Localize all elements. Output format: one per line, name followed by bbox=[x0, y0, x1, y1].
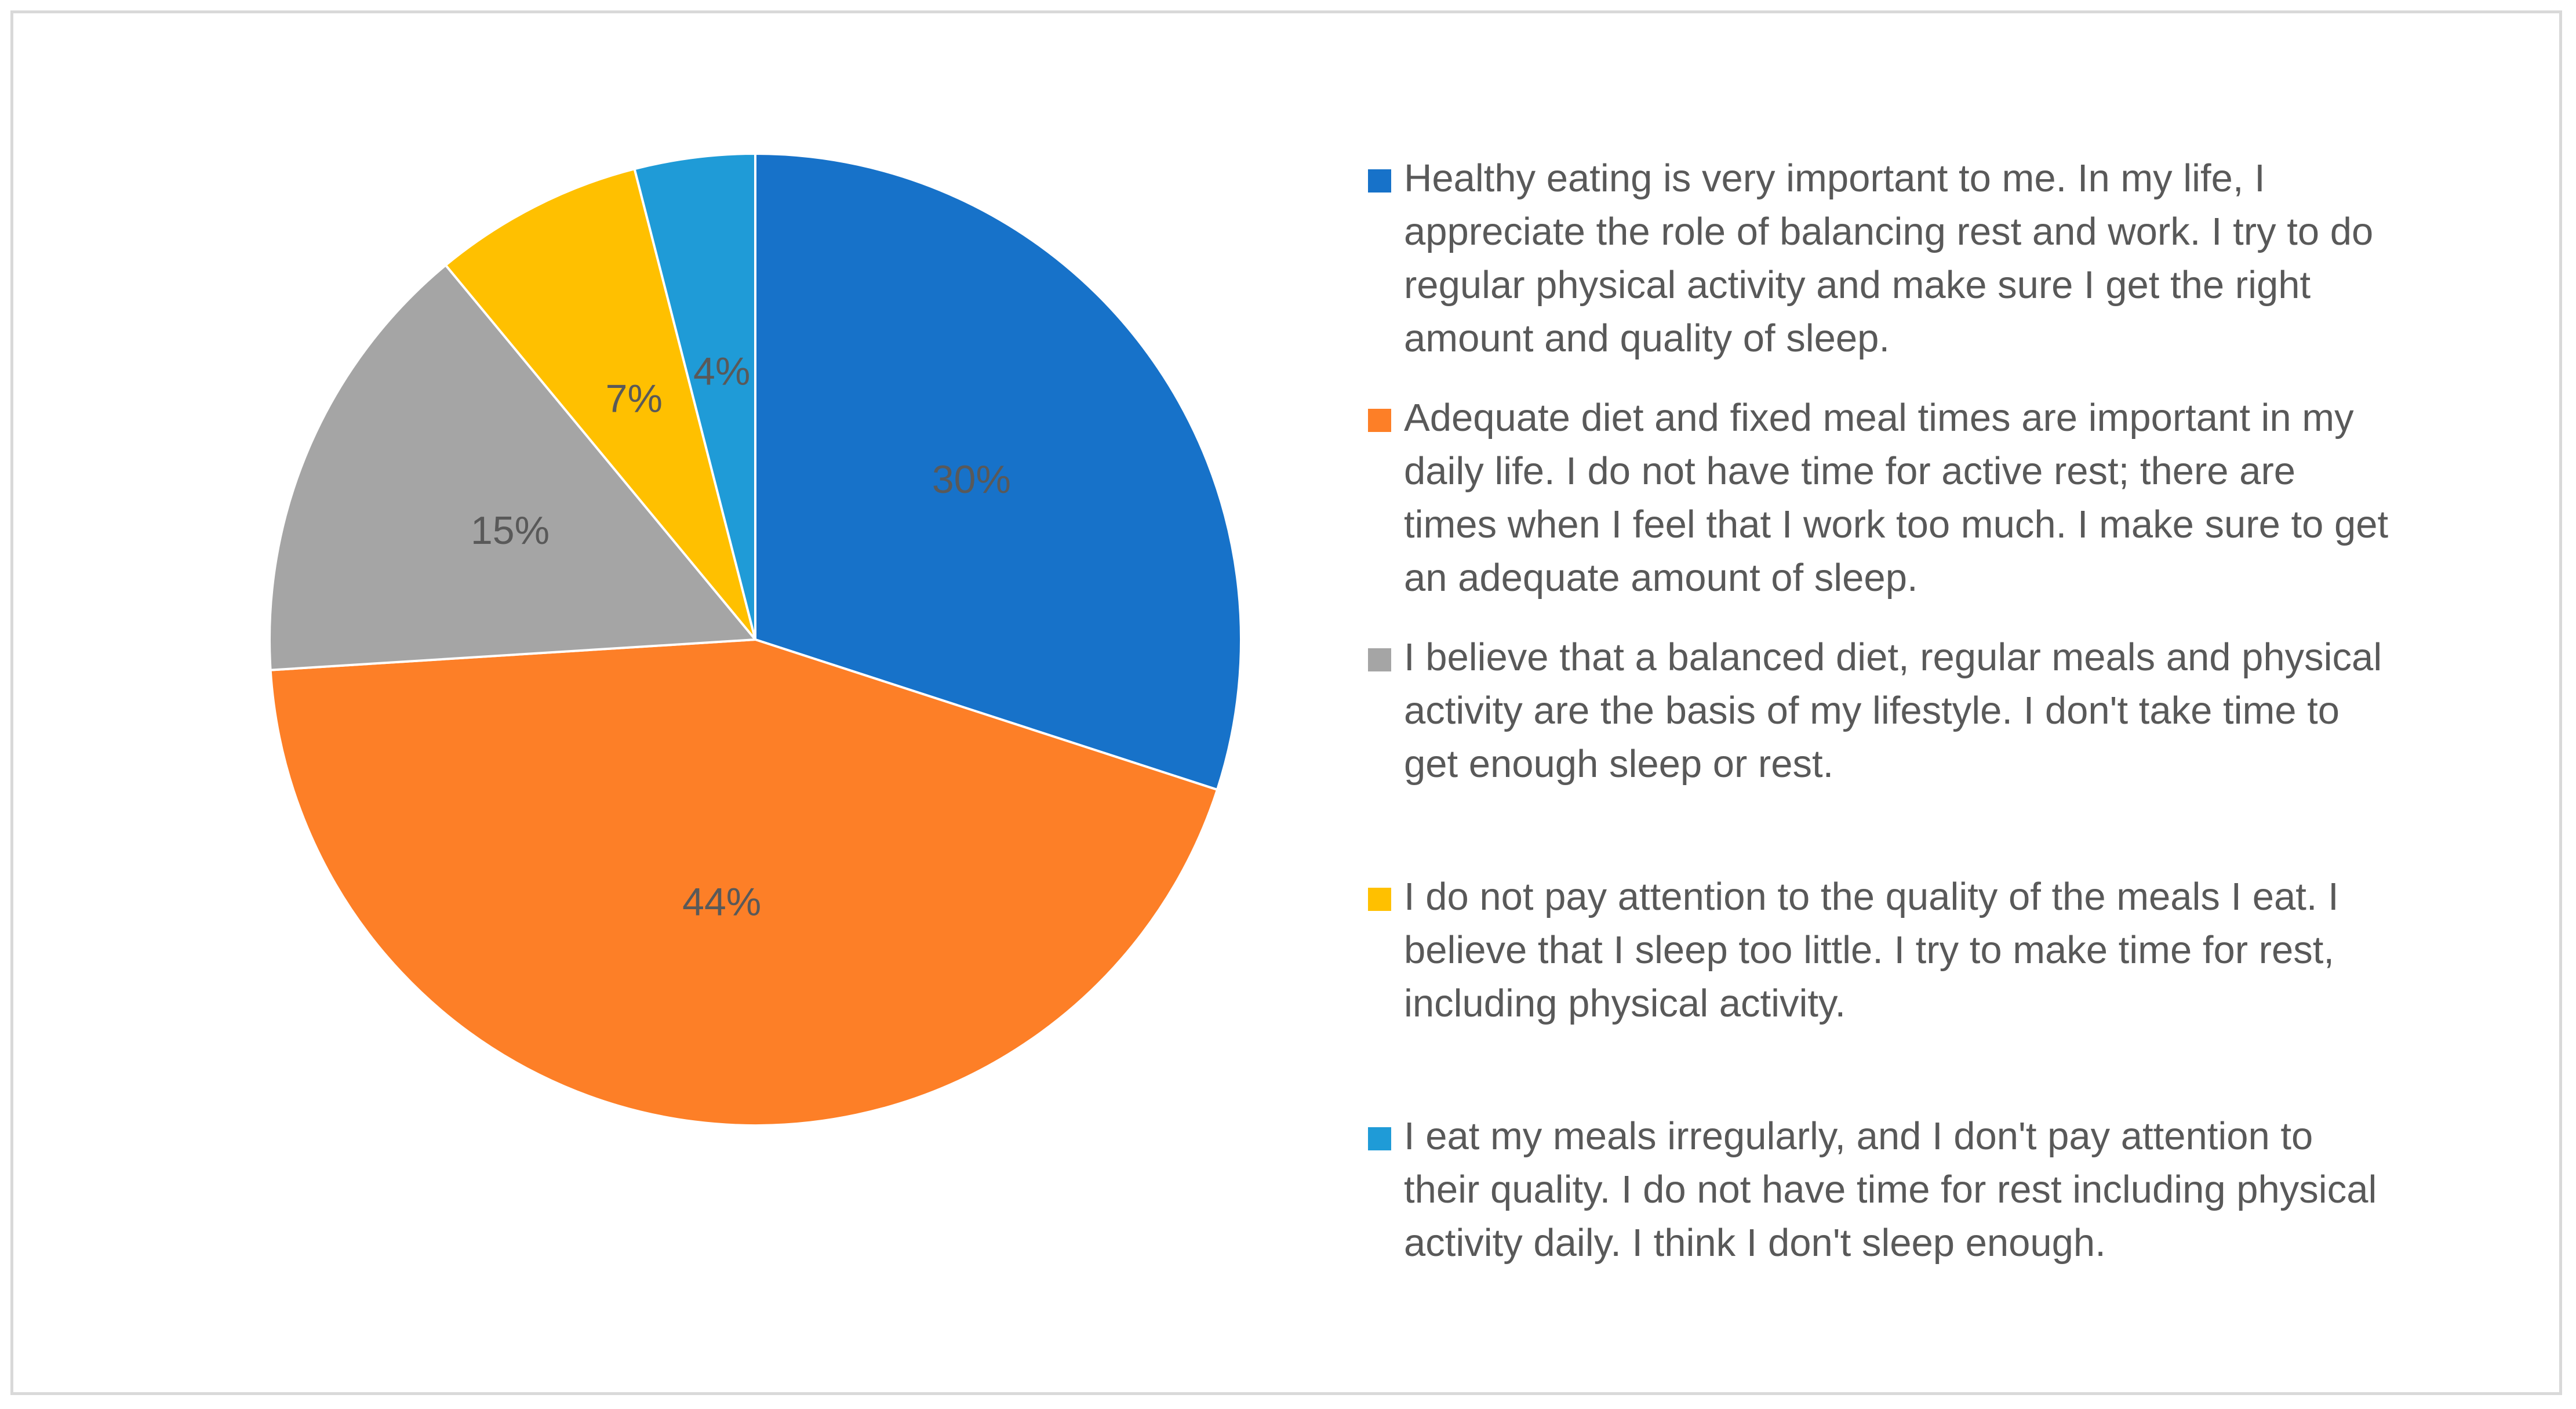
pie-slice bbox=[268, 264, 756, 671]
legend-swatch bbox=[1368, 648, 1391, 671]
pie-data-label: 4% bbox=[693, 350, 750, 394]
pie-slice bbox=[269, 638, 1218, 1127]
pie-slice bbox=[633, 152, 756, 641]
pie-slice bbox=[444, 168, 756, 641]
pie-data-labels: 30% 44% 15% 7% 4% bbox=[471, 350, 1011, 924]
pie-slice bbox=[754, 152, 1243, 791]
legend-label: Healthy eating is very important to me. … bbox=[1404, 157, 2374, 360]
legend-label: I believe that a balanced diet, regular … bbox=[1404, 635, 2382, 786]
pie-data-label: 7% bbox=[606, 376, 663, 420]
legend-swatch bbox=[1368, 409, 1391, 432]
legend-label: I do not pay attention to the quality of… bbox=[1404, 875, 2339, 1025]
pie-data-label: 30% bbox=[932, 457, 1011, 502]
legend-label: I eat my meals irregularly, and I don't … bbox=[1404, 1114, 2377, 1265]
pie-data-label: 44% bbox=[682, 880, 761, 924]
legend-swatch bbox=[1368, 169, 1391, 193]
legend-label: Adequate diet and fixed meal times are i… bbox=[1404, 396, 2389, 600]
pie-data-label: 15% bbox=[471, 509, 550, 553]
legend-swatch bbox=[1368, 888, 1391, 911]
pie-slices bbox=[268, 152, 1243, 1127]
legend-swatch bbox=[1368, 1127, 1391, 1150]
